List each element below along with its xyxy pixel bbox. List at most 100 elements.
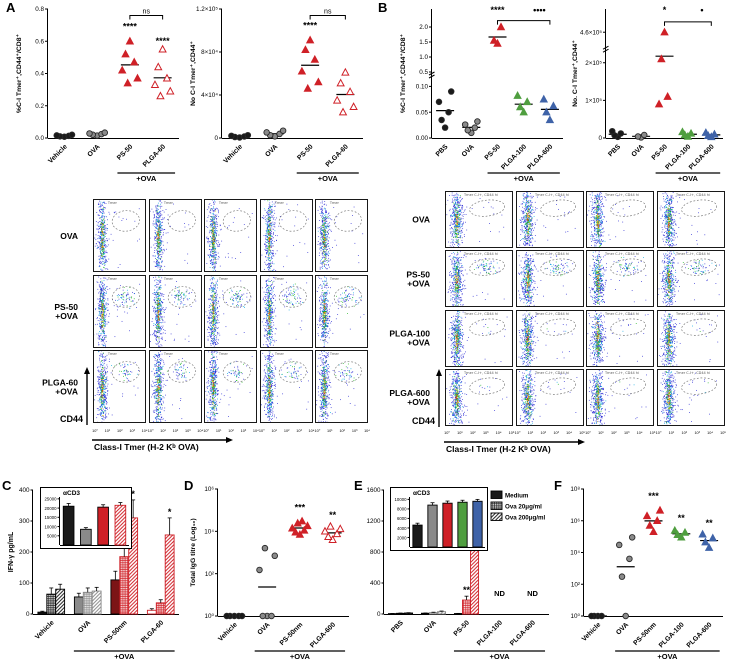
svg-text:****: **** (490, 5, 505, 15)
flow-plot-cell (656, 309, 725, 367)
flow-plot-cell (93, 350, 146, 424)
flow-plot-cell (148, 274, 202, 348)
flow-plot-cell (204, 350, 258, 424)
svg-text:****: **** (156, 36, 171, 46)
svg-text:10²: 10² (611, 431, 617, 435)
svg-text:ns: ns (143, 8, 151, 15)
svg-text:10³: 10³ (624, 431, 630, 435)
svg-text:6000: 6000 (397, 516, 407, 521)
flow-plot-cell (656, 250, 725, 308)
svg-text:PBS: PBS (390, 619, 405, 634)
svg-text:10⁵: 10⁵ (509, 431, 515, 435)
flow-plot-cell (445, 368, 513, 426)
svg-text:PLGA-600: PLGA-600 (389, 388, 430, 398)
svg-text:10⁰: 10⁰ (315, 429, 321, 433)
svg-text:+OVA: +OVA (55, 387, 78, 397)
svg-text:OVA: OVA (264, 143, 279, 158)
svg-text:Vehicle: Vehicle (34, 619, 56, 641)
svg-text:+OVA: +OVA (657, 652, 678, 660)
svg-text:2×10⁵: 2×10⁵ (585, 60, 602, 67)
svg-text:10⁰: 10⁰ (585, 431, 591, 435)
svg-text:10²: 10² (470, 431, 476, 435)
svg-text:10³: 10³ (296, 429, 302, 433)
flow-plot-cell (259, 350, 313, 424)
svg-text:10⁴: 10⁴ (364, 429, 370, 433)
svg-text:PLGA-600: PLGA-600 (688, 143, 716, 171)
panel-c-ifng-chart: 0 100 200 300 400 IFN-γ pg/mL * * Vehicle OVA PS-5… (6, 484, 182, 661)
svg-text:PLGA-100: PLGA-100 (389, 329, 430, 339)
svg-text:10¹: 10¹ (327, 429, 333, 433)
svg-text:8000: 8000 (397, 507, 407, 512)
svg-text:*: * (663, 5, 667, 15)
svg-text:10³: 10³ (553, 431, 559, 435)
svg-text:PS-50: PS-50 (296, 143, 314, 161)
svg-text:1.5: 1.5 (419, 39, 428, 46)
flow-plot-cell (93, 274, 146, 348)
svg-text:10¹: 10¹ (457, 431, 463, 435)
flow-plot-cell (315, 274, 369, 348)
svg-text:**: ** (706, 518, 714, 528)
svg-text:PLGA-100: PLGA-100 (500, 143, 528, 171)
panel-b-tmer-frequency-scatter: 0.00 0.05 0.10 0.5 1.0 1.5 2.0 %C-I Tmer⁺,CD44⁺… (400, 5, 563, 183)
svg-text:10⁴: 10⁴ (637, 431, 643, 435)
panel-b-flow-cytometry-grid: OVA PS-50 +OVA PLGA-100 +OVA PLGA-600 +OVA 10⁰ 1… (376, 188, 728, 464)
panel-a-tmer-count-scatter: 0 4×10⁴ 8×10⁴ 1.2×10⁵ No C-I Tmer⁺,CD44⁺ Vehi… (190, 6, 363, 183)
svg-text:10⁵: 10⁵ (579, 431, 585, 435)
svg-text:+OVA: +OVA (407, 397, 430, 407)
svg-text:PLGA-60: PLGA-60 (140, 619, 165, 644)
svg-text:10⁴: 10⁴ (496, 431, 502, 435)
panel-d-label: D (184, 478, 194, 493)
panel-f-titre-scatter: 10⁰ 10² 10⁴ 10⁶ 10⁸ Vehicle OVA PS-50nm PLGA-100… (570, 486, 723, 661)
panel-c-ifng-bars: 0 100 200 300 400 IFN-γ pg/mL * * Vehicle OVA PS-5… (8, 487, 179, 661)
panel-f-label: F (554, 478, 562, 493)
svg-text:PS-50nm: PS-50nm (103, 619, 129, 645)
flow-plot-cell (315, 350, 369, 424)
svg-text:PLGA-100: PLGA-100 (476, 619, 504, 647)
svg-text:+OVA: +OVA (514, 174, 535, 182)
svg-text:0.2: 0.2 (35, 103, 44, 110)
svg-text:10⁵: 10⁵ (650, 431, 656, 435)
panel-b-label: B (378, 0, 388, 15)
svg-text:****: **** (303, 20, 318, 30)
svg-text:•: • (700, 5, 703, 15)
svg-text:10²: 10² (205, 571, 214, 578)
svg-text:300: 300 (19, 518, 30, 525)
flow-plot-cell (204, 274, 258, 348)
svg-text:4.6×10⁵: 4.6×10⁵ (580, 29, 602, 36)
svg-text:10¹: 10¹ (216, 429, 222, 433)
svg-text:10³: 10³ (694, 431, 700, 435)
svg-text:10²: 10² (228, 429, 234, 433)
panel-b-frequency-chart: 0.00 0.05 0.10 0.5 1.0 1.5 2.0 %C-I Tmer⁺,CD44⁺… (398, 4, 566, 183)
svg-text:OVA: OVA (630, 143, 645, 158)
svg-text:1.0: 1.0 (419, 54, 428, 61)
flow-plot-cell (445, 250, 513, 308)
panel-a-tmer-frequency-scatter: 0.0 0.2 0.4 0.6 0.8 %C-I Tmer⁺,CD44⁺/CD8⁺ Vehi… (16, 6, 179, 183)
svg-text:PLGA-100: PLGA-100 (658, 621, 686, 649)
flow-plot-cell (515, 368, 584, 426)
svg-text:PS-50: PS-50 (651, 143, 669, 161)
svg-text:400: 400 (19, 487, 30, 494)
svg-text:***: *** (295, 503, 306, 513)
svg-text:1×10⁵: 1×10⁵ (585, 98, 602, 105)
svg-text:10²: 10² (173, 429, 179, 433)
svg-text:+OVA: +OVA (489, 652, 510, 660)
svg-text:10³: 10³ (185, 429, 191, 433)
svg-text:OVA: OVA (412, 215, 430, 225)
flow-plot-cell (586, 191, 654, 248)
svg-text:200: 200 (19, 549, 30, 556)
svg-text:PS-50: PS-50 (54, 302, 78, 312)
panel-a-frequency-chart: 0.0 0.2 0.4 0.6 0.8 %C-I Tmer⁺,CD44⁺/CD8⁺ Vehi… (14, 4, 182, 183)
svg-text:10²: 10² (571, 581, 580, 588)
svg-text:10⁴: 10⁴ (707, 431, 713, 435)
svg-text:OVA: OVA (423, 619, 438, 634)
flow-plot-cell (586, 250, 654, 308)
flow-plot-cell (445, 309, 513, 367)
svg-text:***: *** (648, 491, 659, 501)
svg-text:+OVA: +OVA (55, 311, 78, 321)
svg-text:+OVA: +OVA (407, 278, 430, 288)
svg-text:800: 800 (370, 549, 381, 556)
svg-text:0: 0 (214, 135, 218, 142)
svg-text:+OVA: +OVA (114, 652, 135, 660)
svg-text:10⁰: 10⁰ (148, 429, 154, 433)
svg-text:OVA: OVA (60, 231, 78, 241)
